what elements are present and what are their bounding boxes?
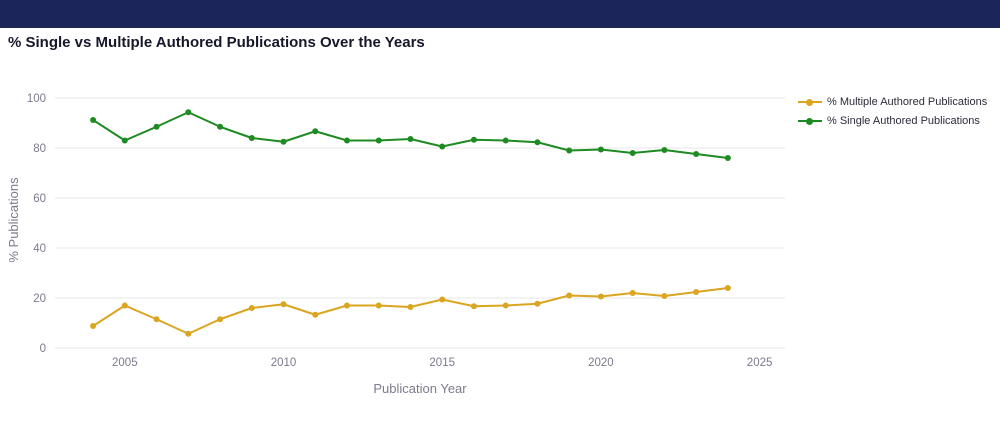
legend-item[interactable]: % Single Authored Publications <box>798 115 1000 127</box>
data-point <box>724 155 731 161</box>
data-point <box>217 123 224 130</box>
data-point <box>312 311 319 318</box>
data-point <box>312 128 319 135</box>
data-point <box>153 316 160 323</box>
app-header-bar <box>0 0 1000 28</box>
data-point <box>280 138 287 145</box>
legend-item[interactable]: % Multiple Authored Publications <box>798 96 1000 108</box>
data-point <box>470 303 477 310</box>
plot-area: 0 20 40 60 80 100 2005 2010 2015 2020 2025 <box>0 70 800 390</box>
data-point <box>153 123 160 130</box>
data-point <box>217 316 224 323</box>
legend-label: % Multiple Authored Publications <box>827 96 988 108</box>
x-axis-title: Publication Year <box>373 381 467 396</box>
data-point <box>566 292 573 299</box>
data-point <box>661 293 668 299</box>
data-point <box>185 109 192 116</box>
data-point <box>502 302 509 309</box>
data-point <box>724 285 731 291</box>
legend-line-marker-icon <box>798 117 822 126</box>
data-point <box>248 135 255 141</box>
y-tick-label: 80 <box>33 143 46 155</box>
data-point <box>502 137 509 144</box>
y-tick-label: 60 <box>33 193 46 205</box>
data-point <box>248 305 255 311</box>
x-tick-label: 2015 <box>429 357 455 369</box>
y-tick-label: 100 <box>27 93 46 105</box>
data-point <box>534 300 541 307</box>
data-point <box>344 137 350 144</box>
data-point <box>375 137 382 144</box>
legend-label: % Single Authored Publications <box>827 115 980 127</box>
chart-title: % Single vs Multiple Authored Publicatio… <box>8 34 425 51</box>
data-point <box>407 304 414 310</box>
data-point <box>121 302 128 309</box>
data-point <box>407 136 414 142</box>
data-point <box>597 146 604 153</box>
data-point <box>661 147 668 153</box>
data-point <box>185 330 192 337</box>
x-tick-label: 2005 <box>112 357 138 369</box>
legend-line-marker-icon <box>798 98 822 107</box>
line-chart-canvas: 0 20 40 60 80 100 2005 2010 2015 2020 2025 <box>27 93 785 369</box>
data-point <box>375 302 382 309</box>
data-point <box>439 143 446 150</box>
x-tick-label: 2025 <box>747 357 773 369</box>
data-point <box>693 289 700 295</box>
data-point <box>534 139 541 146</box>
data-point <box>693 151 700 157</box>
chart-legend: % Multiple Authored Publications % Single… <box>798 96 1000 134</box>
data-point <box>597 293 604 300</box>
y-tick-label: 0 <box>40 343 46 355</box>
data-point <box>344 302 350 309</box>
data-point <box>90 117 97 123</box>
data-point <box>629 290 636 296</box>
y-tick-label: 20 <box>33 293 46 305</box>
x-tick-label: 2020 <box>588 357 614 369</box>
data-point <box>566 147 573 154</box>
data-point <box>280 301 287 308</box>
data-point <box>90 323 97 329</box>
data-point <box>629 150 636 156</box>
x-tick-label: 2010 <box>271 357 297 369</box>
data-point <box>121 137 128 144</box>
y-axis-title: % Publications <box>6 177 21 263</box>
data-point <box>439 296 446 303</box>
data-point <box>470 136 477 143</box>
y-tick-label: 40 <box>33 243 46 255</box>
